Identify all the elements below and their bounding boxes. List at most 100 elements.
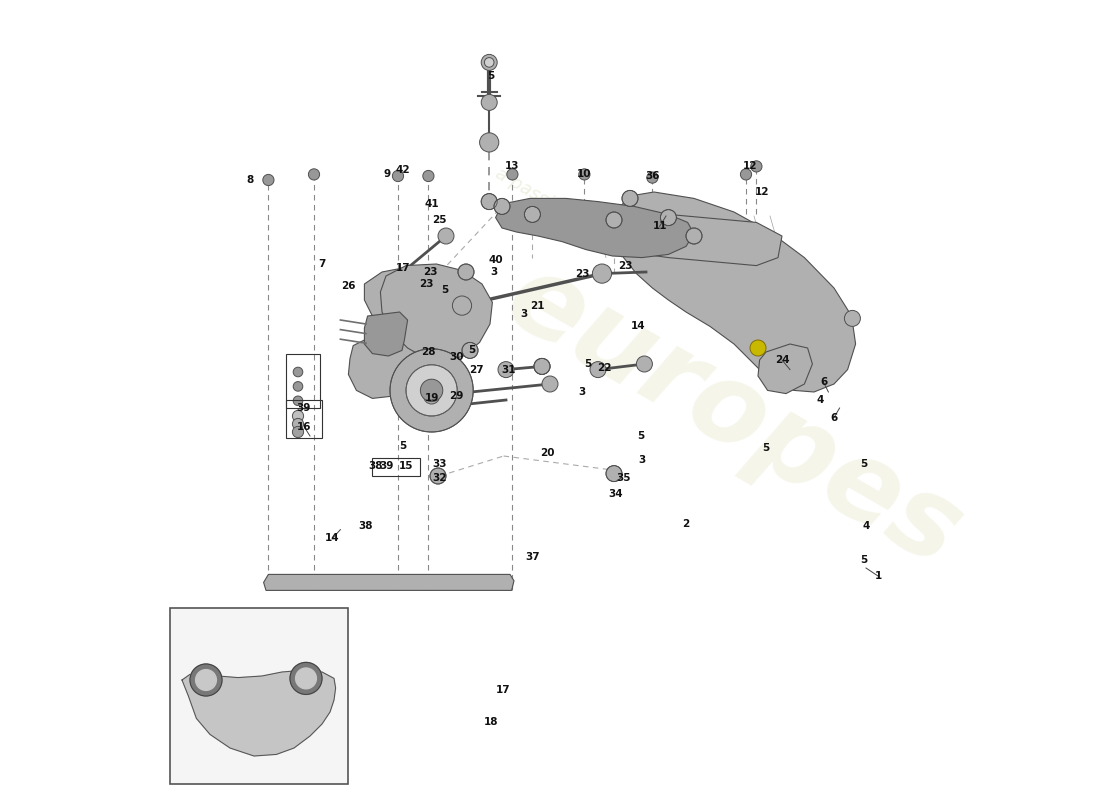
Circle shape bbox=[294, 367, 302, 377]
Text: 5: 5 bbox=[762, 443, 770, 453]
Text: 8: 8 bbox=[246, 175, 254, 185]
Text: 39: 39 bbox=[296, 403, 311, 413]
Text: 23: 23 bbox=[574, 270, 590, 279]
Circle shape bbox=[452, 296, 472, 315]
Polygon shape bbox=[614, 192, 856, 392]
Text: 3: 3 bbox=[491, 267, 497, 277]
Circle shape bbox=[542, 376, 558, 392]
Circle shape bbox=[480, 133, 498, 152]
Circle shape bbox=[293, 418, 304, 430]
Circle shape bbox=[750, 340, 766, 356]
Circle shape bbox=[494, 198, 510, 214]
Circle shape bbox=[660, 210, 676, 226]
Circle shape bbox=[534, 358, 550, 374]
Text: 2: 2 bbox=[682, 519, 690, 529]
Circle shape bbox=[294, 396, 302, 406]
Circle shape bbox=[525, 206, 540, 222]
Circle shape bbox=[621, 190, 638, 206]
Polygon shape bbox=[496, 198, 694, 258]
Circle shape bbox=[196, 670, 217, 690]
Circle shape bbox=[462, 342, 478, 358]
Text: 4: 4 bbox=[816, 395, 824, 405]
Circle shape bbox=[481, 194, 497, 210]
Text: 30: 30 bbox=[449, 352, 464, 362]
Polygon shape bbox=[364, 268, 440, 334]
Circle shape bbox=[263, 174, 274, 186]
Circle shape bbox=[422, 170, 435, 182]
Circle shape bbox=[637, 356, 652, 372]
Circle shape bbox=[845, 310, 860, 326]
Text: 5: 5 bbox=[584, 359, 591, 369]
Circle shape bbox=[293, 410, 304, 422]
Text: 23: 23 bbox=[422, 267, 438, 277]
Text: a passion for parts since 1985: a passion for parts since 1985 bbox=[492, 164, 736, 316]
Text: 34: 34 bbox=[608, 490, 623, 499]
Polygon shape bbox=[364, 312, 408, 356]
Circle shape bbox=[481, 94, 497, 110]
Text: 6: 6 bbox=[830, 413, 837, 422]
Text: 5: 5 bbox=[399, 441, 406, 450]
Circle shape bbox=[424, 388, 440, 404]
Text: 23: 23 bbox=[618, 261, 632, 270]
Circle shape bbox=[430, 468, 446, 484]
Circle shape bbox=[294, 382, 302, 391]
Text: 38: 38 bbox=[359, 522, 373, 531]
Circle shape bbox=[406, 365, 458, 416]
Text: 15: 15 bbox=[398, 461, 414, 470]
Text: 4: 4 bbox=[862, 522, 870, 531]
Text: 21: 21 bbox=[530, 302, 544, 311]
Circle shape bbox=[740, 169, 751, 180]
Circle shape bbox=[647, 172, 658, 183]
Text: 16: 16 bbox=[297, 422, 311, 432]
Circle shape bbox=[606, 466, 621, 482]
Text: 28: 28 bbox=[421, 347, 436, 357]
Text: 42: 42 bbox=[396, 166, 410, 175]
Circle shape bbox=[507, 169, 518, 180]
Circle shape bbox=[420, 379, 443, 402]
Circle shape bbox=[481, 54, 497, 70]
Text: 5: 5 bbox=[860, 459, 867, 469]
Text: 23: 23 bbox=[419, 279, 433, 289]
Text: 25: 25 bbox=[432, 215, 447, 225]
Circle shape bbox=[590, 362, 606, 378]
Circle shape bbox=[393, 170, 404, 182]
Text: 5: 5 bbox=[487, 71, 494, 81]
Circle shape bbox=[296, 668, 317, 689]
Text: 38: 38 bbox=[368, 462, 383, 471]
Text: 13: 13 bbox=[505, 162, 519, 171]
Text: 17: 17 bbox=[496, 685, 510, 694]
Polygon shape bbox=[758, 344, 813, 394]
Text: 5: 5 bbox=[638, 431, 645, 441]
Circle shape bbox=[534, 358, 550, 374]
Text: 29: 29 bbox=[449, 391, 463, 401]
Text: 5: 5 bbox=[441, 285, 448, 294]
Text: 40: 40 bbox=[488, 255, 503, 265]
Text: 37: 37 bbox=[525, 552, 540, 562]
Polygon shape bbox=[349, 332, 428, 398]
Text: 18: 18 bbox=[484, 717, 498, 726]
Text: 6: 6 bbox=[820, 378, 827, 387]
Text: 5: 5 bbox=[860, 555, 867, 565]
Text: 17: 17 bbox=[396, 263, 410, 273]
Text: 36: 36 bbox=[645, 171, 660, 181]
Circle shape bbox=[290, 662, 322, 694]
Text: 41: 41 bbox=[425, 199, 439, 209]
Circle shape bbox=[593, 264, 612, 283]
Text: 11: 11 bbox=[652, 222, 667, 231]
Text: 32: 32 bbox=[432, 474, 447, 483]
Text: 12: 12 bbox=[755, 187, 769, 197]
Text: 14: 14 bbox=[630, 322, 646, 331]
Text: 14: 14 bbox=[326, 534, 340, 543]
Text: 31: 31 bbox=[502, 365, 516, 374]
Bar bbox=[373, 458, 420, 476]
Text: 39: 39 bbox=[378, 462, 393, 471]
Circle shape bbox=[293, 426, 304, 438]
Text: 7: 7 bbox=[318, 259, 326, 269]
Text: 19: 19 bbox=[425, 393, 439, 402]
Circle shape bbox=[686, 228, 702, 244]
Text: 3: 3 bbox=[579, 387, 585, 397]
Polygon shape bbox=[182, 670, 336, 756]
Circle shape bbox=[579, 169, 590, 180]
Bar bbox=[170, 608, 349, 784]
Circle shape bbox=[190, 664, 222, 696]
